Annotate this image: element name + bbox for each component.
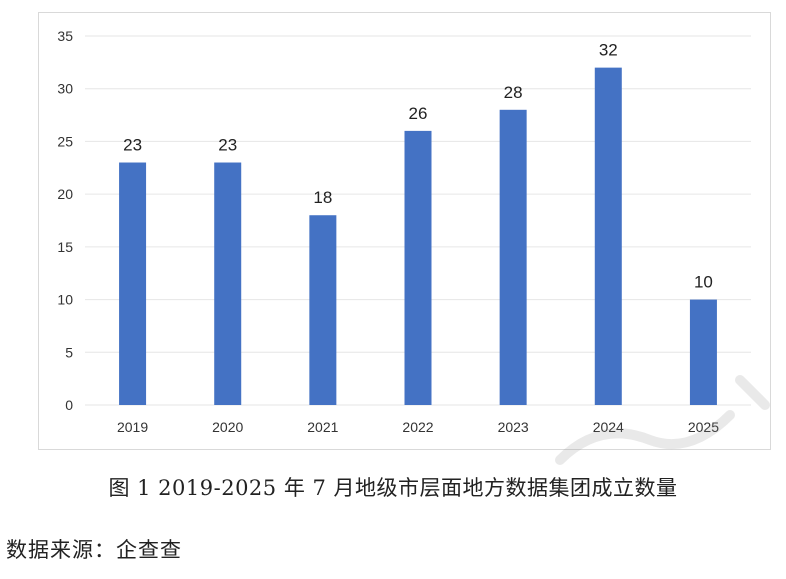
x-tick-label: 2023 bbox=[498, 419, 529, 435]
y-tick-label: 15 bbox=[57, 239, 73, 255]
y-tick-label: 20 bbox=[57, 186, 73, 202]
chart-frame: 0 5 10 15 20 25 30 35 23 2019 23 2020 18 2021 26 2022 28… bbox=[38, 12, 771, 450]
bar bbox=[404, 130, 432, 405]
figure-caption: 图 1 2019-2025 年 7 月地级市层面地方数据集团成立数量 bbox=[108, 476, 678, 500]
data-label: 23 bbox=[218, 136, 237, 155]
data-source: 数据来源：企查查 bbox=[6, 538, 182, 562]
y-tick-label: 5 bbox=[65, 344, 73, 360]
y-tick-label: 10 bbox=[57, 292, 73, 308]
x-tick-label: 2022 bbox=[402, 419, 433, 435]
x-tick-label: 2019 bbox=[117, 419, 148, 435]
y-tick-label: 0 bbox=[65, 397, 73, 413]
bar-chart: 0510152025303523201923202018202126202228… bbox=[57, 28, 751, 435]
bar bbox=[309, 215, 337, 405]
y-tick-label: 35 bbox=[57, 28, 73, 44]
y-tick-label: 25 bbox=[57, 133, 73, 149]
y-tick-label: 30 bbox=[57, 81, 73, 97]
bar bbox=[689, 299, 717, 405]
x-tick-label: 2020 bbox=[212, 419, 243, 435]
bar bbox=[119, 162, 147, 405]
data-label: 23 bbox=[123, 136, 142, 155]
x-tick-label: 2025 bbox=[688, 419, 719, 435]
data-label: 32 bbox=[599, 41, 618, 60]
x-tick-label: 2021 bbox=[307, 419, 338, 435]
bar bbox=[499, 109, 527, 406]
bar bbox=[594, 67, 622, 405]
data-label: 28 bbox=[504, 83, 523, 102]
watermark-logo bbox=[555, 375, 770, 465]
data-label: 18 bbox=[313, 188, 332, 207]
bar bbox=[214, 162, 242, 405]
x-tick-label: 2024 bbox=[593, 419, 624, 435]
data-label: 10 bbox=[694, 273, 713, 292]
data-label: 26 bbox=[409, 104, 428, 123]
